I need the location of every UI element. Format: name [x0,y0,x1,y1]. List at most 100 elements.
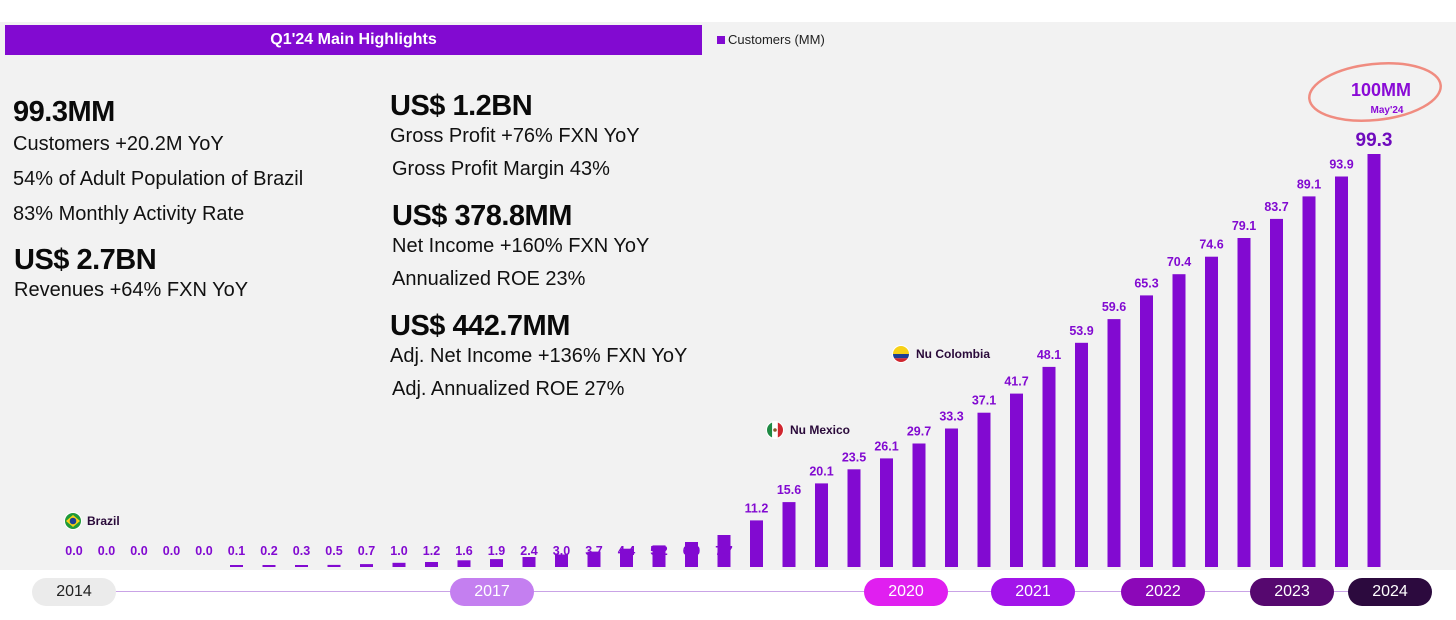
bar [1010,393,1023,567]
bar-value-label: 1.6 [455,544,472,558]
bar [392,562,406,567]
bar [555,554,568,567]
bar-value-label: 20.1 [809,464,833,478]
bar-value-label: 0.2 [260,544,277,558]
bar-value-label: 0.3 [293,544,310,558]
bar-value-label: 7.7 [715,544,732,558]
bar-value-label: 74.6 [1199,238,1223,252]
bar-value-label: 59.6 [1102,300,1126,314]
kpi-customers-headline: 99.3MM [13,96,115,128]
mexico-flag-ring [766,421,784,439]
bar [1205,256,1218,567]
kpi-net-income: US$ 378.8MM Net Income +160% FXN YoY Ann… [392,200,649,291]
bar [457,560,471,567]
bar-value-label: 15.6 [777,483,801,497]
kpi-customers: 99.3MM Customers +20.2M YoY 54% of Adult… [13,96,303,226]
country-annotation-label: Nu Colombia [916,347,990,361]
bar [1172,274,1186,567]
bar [912,443,926,567]
legend-label: Customers (MM) [728,32,825,47]
bar-value-label: 0.0 [130,544,147,558]
kpi-customers-line-2: 54% of Adult Population of Brazil [13,168,304,190]
bar-value-label: 89.1 [1297,177,1321,191]
bar [945,428,958,567]
callout-circle [1308,62,1442,122]
bar [750,520,763,567]
bar [1140,295,1153,567]
bar-value-label: 79.1 [1232,219,1256,233]
kpi-gross-profit: US$ 1.2BN Gross Profit +76% FXN YoY Gros… [390,90,640,181]
kpi-customers-line-3: 83% Monthly Activity Rate [13,203,245,225]
chart-legend: Customers (MM) [717,32,825,47]
highlights-header: Q1'24 Main Highlights [5,25,702,55]
bar [620,548,633,567]
bar-value-label: 23.5 [842,450,866,464]
callout-value: 100MM [1351,80,1411,100]
bar-value-label: 33.3 [939,410,963,424]
bar [782,502,796,567]
bar-value-label: 1.0 [390,544,407,558]
bar-value-label: 1.9 [488,544,505,558]
bar [587,551,601,567]
bar [1237,238,1251,567]
bar-value-label: 4.4 [618,544,635,558]
bar-value-label: 41.7 [1004,375,1028,389]
bar-value-label: 5.2 [650,544,667,558]
bar-value-label: 70.4 [1167,255,1191,269]
bar [230,565,243,567]
bar [1075,342,1088,567]
brazil-flag-icon [64,512,82,530]
bar-value-label: 0.0 [65,544,82,558]
bar-value-label: 6.0 [683,544,700,558]
timeline-year-2024: 2024 [1348,578,1432,606]
bar-value-label: 0.0 [195,544,212,558]
timeline-year-2022: 2022 [1121,578,1205,606]
kpi-net-income-line-2: Annualized ROE 23% [392,268,586,290]
bar [522,557,536,567]
timeline-year-2014: 2014 [32,578,116,606]
bar [360,564,373,567]
colombia-flag-icon [892,345,910,363]
bar-value-label: 3.0 [553,544,570,558]
kpi-net-income-headline: US$ 378.8MM [392,200,572,232]
kpi-net-income-line-1: Net Income +160% FXN YoY [392,235,650,257]
legend-swatch [717,35,725,44]
bar [685,542,698,567]
bar [1367,154,1381,567]
kpi-revenues-line-1: Revenues +64% FXN YoY [14,279,249,301]
bar-value-label: 0.0 [163,544,180,558]
bar-value-label: 0.0 [98,544,115,558]
kpi-adj-net-income-line-1: Adj. Net Income +136% FXN YoY [390,345,688,367]
bar-value-label: 48.1 [1037,348,1061,362]
bars-group [230,154,1381,567]
bar [717,535,731,567]
bar-value-label: 1.2 [423,544,440,558]
bar-value-label: 2.4 [520,544,537,558]
bar-value-label: 65.3 [1134,276,1158,290]
bar-value-label: 3.7 [585,544,602,558]
year-timeline: 2014 2017 2020 2021 2022 2023 2024 [0,570,1456,620]
bar-value-label: 26.1 [874,439,898,453]
bar-value-label: 93.9 [1329,158,1353,172]
bar-value-label: 11.2 [745,501,769,515]
bar [262,565,276,567]
brazil-flag-ring [64,512,82,530]
bar [1107,319,1121,567]
bar [1302,196,1316,567]
bar [1042,366,1056,567]
timeline-year-2021: 2021 [991,578,1075,606]
bar-labels-group: 0.0 0.0 0.0 0.0 0.0 0.1 0.2 0.3 0.5 0.7 1.0 1.2 1.6 1… [65,130,1392,558]
kpi-revenues: US$ 2.7BN Revenues +64% FXN YoY [14,244,248,302]
bar [847,469,861,567]
timeline-line [60,591,1416,592]
country-annotation-label: Brazil [87,514,120,528]
bar [295,565,308,567]
bar [977,412,991,567]
bar-value-label: 0.5 [325,544,342,558]
kpi-gross-profit-headline: US$ 1.2BN [390,90,533,122]
kpi-revenues-headline: US$ 2.7BN [14,244,157,276]
bar-value-label: 99.3 [1356,130,1393,151]
country-annotation-label: Nu Mexico [790,423,850,437]
timeline-year-2020: 2020 [864,578,948,606]
